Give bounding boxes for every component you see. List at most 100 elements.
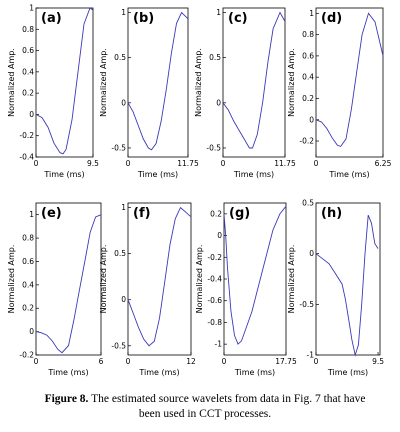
x-tick-label: 0 — [314, 357, 319, 366]
axes-frame — [223, 202, 287, 356]
y-tick-label: 0.8 — [22, 234, 34, 243]
x-axis-label: Time (ms) — [327, 368, 368, 377]
y-tick-label: -0.2 — [19, 351, 34, 360]
y-tick-label: 0.6 — [302, 51, 314, 60]
y-tick-label: 0 — [121, 295, 126, 304]
y-axis-label: Normalized Amp. — [99, 245, 108, 314]
caption-label: Figure 8. — [44, 393, 89, 405]
panel-title: (b) — [133, 11, 154, 26]
y-tick-label: 0.2 — [302, 94, 314, 103]
x-axis-label: Time (ms) — [234, 368, 275, 377]
x-tick-label: 9.5 — [372, 357, 384, 366]
caption-text: The estimated source wavelets from data … — [91, 393, 366, 420]
wavelet-line — [315, 215, 379, 357]
wavelet-line — [35, 7, 94, 155]
x-tick-label: 6.25 — [375, 159, 392, 168]
panel-title: (d) — [321, 11, 342, 26]
y-axis-label: Normalized Amp. — [7, 245, 16, 314]
x-axis-label: Time (ms) — [43, 170, 84, 179]
y-tick-label: 0.5 — [209, 53, 221, 62]
y-tick-label: 1 — [29, 4, 34, 13]
axes-frame — [127, 202, 192, 356]
y-tick-label: 0.2 — [22, 304, 34, 313]
axes-frame — [35, 7, 94, 158]
y-tick-label: -0.5 — [111, 143, 126, 152]
y-tick-label: -0.6 — [207, 296, 222, 305]
y-tick-label: 1 — [29, 210, 34, 219]
x-axis-label: Time (ms) — [138, 368, 179, 377]
y-tick-label: -0.4 — [19, 153, 34, 162]
y-tick-label: 0.8 — [302, 30, 314, 39]
y-tick-label: 0 — [309, 249, 314, 258]
wavelet-line — [127, 206, 192, 347]
y-tick-label: 1 — [121, 203, 126, 212]
y-tick-label: 0.4 — [22, 280, 34, 289]
x-axis-label: Time (ms) — [328, 170, 369, 179]
panel-title: (c) — [228, 11, 248, 26]
x-tick-label: 0 — [34, 159, 39, 168]
x-tick-label: 0 — [221, 159, 226, 168]
panel-title: (h) — [321, 206, 342, 221]
y-tick-label: 0.4 — [22, 67, 34, 76]
y-tick-label: 0.4 — [302, 73, 314, 82]
x-tick-label: 11.75 — [177, 159, 199, 168]
x-tick-label: 11.75 — [274, 159, 296, 168]
x-axis-label: Time (ms) — [233, 170, 274, 179]
caption: Figure 8. The estimated source wavelets … — [40, 392, 370, 422]
y-tick-label: 0.8 — [22, 25, 34, 34]
y-axis-label: Normalized Amp. — [195, 245, 204, 314]
panel-title: (e) — [41, 206, 62, 221]
y-tick-label: 0.5 — [114, 249, 126, 258]
y-tick-label: 0.5 — [302, 199, 314, 208]
y-tick-label: 1 — [121, 8, 126, 17]
panel-title: (f) — [133, 206, 151, 221]
x-tick-label: 6 — [99, 357, 104, 366]
y-tick-label: -0.2 — [207, 253, 222, 262]
y-tick-label: 0 — [121, 98, 126, 107]
y-tick-label: 1 — [216, 8, 221, 17]
wavelet-line — [222, 11, 286, 149]
y-axis-label: Normalized Amp. — [287, 48, 296, 117]
axes-frame — [35, 202, 102, 356]
axes-frame — [315, 202, 381, 356]
x-axis-label: Time (ms) — [47, 368, 88, 377]
y-axis-label: Normalized Amp. — [99, 48, 108, 117]
y-tick-label: 0 — [29, 327, 34, 336]
y-tick-label: 0 — [29, 110, 34, 119]
wavelet-line — [127, 11, 189, 151]
wavelet-line — [35, 214, 102, 354]
y-tick-label: 1 — [309, 9, 314, 18]
x-tick-label: 0 — [222, 357, 227, 366]
y-tick-label: -1 — [307, 351, 315, 360]
y-tick-label: 0 — [309, 115, 314, 124]
y-tick-label: 0.5 — [114, 53, 126, 62]
y-tick-label: -0.8 — [207, 318, 222, 327]
x-tick-label: 0 — [34, 357, 39, 366]
x-tick-label: 0 — [126, 357, 131, 366]
y-tick-label: -0.2 — [19, 131, 34, 140]
y-tick-label: -0.5 — [111, 341, 126, 350]
x-axis-label: Time (ms) — [137, 170, 178, 179]
x-tick-label: 17.75 — [275, 357, 297, 366]
y-axis-label: Normalized Amp. — [7, 48, 16, 117]
x-tick-label: 9.5 — [87, 159, 99, 168]
y-tick-label: -0.4 — [207, 275, 222, 284]
y-axis-label: Normalized Amp. — [194, 48, 203, 117]
y-tick-label: -0.2 — [299, 137, 314, 146]
y-tick-label: -1 — [215, 340, 223, 349]
axes-frame — [127, 7, 189, 158]
y-tick-label: 0 — [216, 98, 221, 107]
x-tick-label: 0 — [126, 159, 131, 168]
y-tick-label: 0.6 — [22, 46, 34, 55]
y-tick-label: 0 — [217, 231, 222, 240]
y-tick-label: 0.2 — [22, 89, 34, 98]
axes-frame — [222, 7, 286, 158]
y-axis-label: Normalized Amp. — [287, 245, 296, 314]
y-tick-label: 0.6 — [22, 257, 34, 266]
y-tick-label: -0.5 — [299, 300, 314, 309]
x-tick-label: 12 — [186, 357, 196, 366]
panel-title: (g) — [229, 206, 250, 221]
x-tick-label: 0 — [314, 159, 319, 168]
axes-frame — [315, 7, 384, 158]
